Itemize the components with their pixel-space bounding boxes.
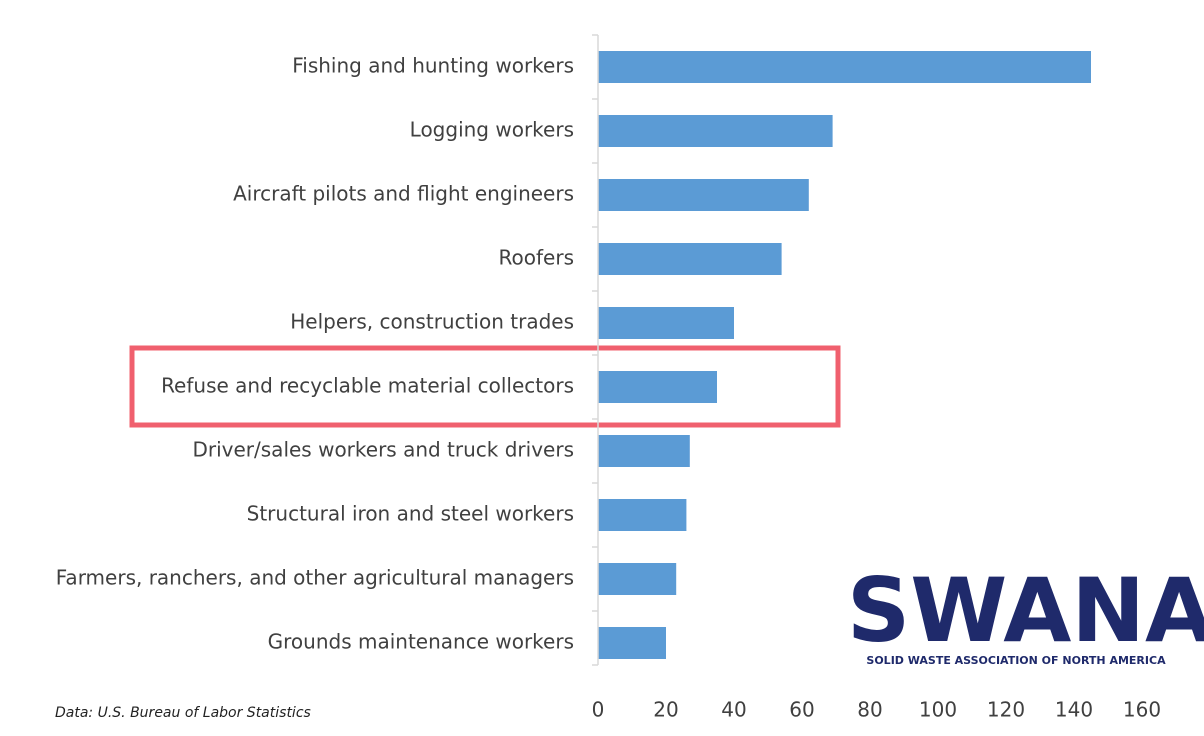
category-label: Fishing and hunting workers: [292, 54, 574, 78]
bar: [598, 179, 809, 211]
category-label: Structural iron and steel workers: [247, 502, 574, 526]
category-label: Aircraft pilots and flight engineers: [233, 182, 574, 206]
x-tick-label: 0: [592, 698, 605, 722]
bar: [598, 307, 734, 339]
bar: [598, 51, 1091, 83]
category-label: Logging workers: [410, 118, 574, 142]
x-tick-label: 140: [1055, 698, 1093, 722]
source-note: Data: U.S. Bureau of Labor Statistics: [55, 705, 311, 721]
bar: [598, 563, 677, 595]
category-label: Helpers, construction trades: [290, 310, 574, 334]
category-label: Refuse and recyclable material collector…: [161, 374, 574, 398]
category-label: Driver/sales workers and truck drivers: [192, 438, 574, 462]
x-tick-label: 20: [653, 698, 678, 722]
bar: [598, 115, 833, 147]
highlight-box: [129, 345, 841, 428]
category-label: Roofers: [499, 246, 574, 270]
logo-tagline: SOLID WASTE ASSOCIATION OF NORTH AMERICA: [866, 654, 1166, 667]
x-tick-label: 160: [1123, 698, 1161, 722]
category-label: Grounds maintenance workers: [268, 630, 574, 654]
category-label: Farmers, ranchers, and other agricultura…: [56, 566, 574, 590]
x-tick-label: 60: [789, 698, 814, 722]
bar: [598, 499, 687, 531]
bar: [598, 435, 690, 467]
x-tick-label: 40: [721, 698, 746, 722]
bar: [598, 371, 717, 403]
x-tick-label: 80: [857, 698, 882, 722]
x-tick-label: 120: [987, 698, 1025, 722]
x-tick-label: 100: [919, 698, 957, 722]
logo-name: SWANA: [847, 559, 1204, 662]
bar: [598, 243, 782, 275]
bar: [598, 627, 666, 659]
